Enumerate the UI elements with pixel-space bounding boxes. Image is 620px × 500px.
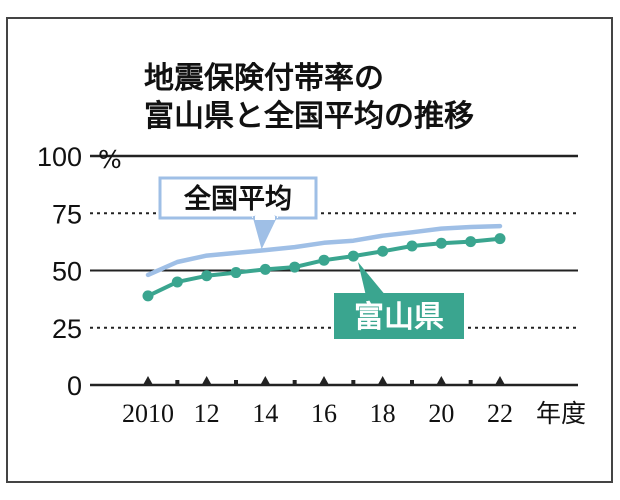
x-tick-mark [143, 376, 153, 385]
data-point [435, 237, 447, 249]
data-point [465, 236, 477, 248]
data-point [406, 240, 418, 252]
y-tick-label: 25 [52, 314, 82, 344]
x-tick-dot [175, 380, 180, 384]
x-tick-dot [234, 380, 238, 384]
y-tick-label: 50 [52, 257, 82, 287]
x-tick-label: 18 [370, 399, 396, 428]
data-point [142, 290, 154, 302]
data-point [230, 267, 242, 279]
y-tick-label: 0 [67, 371, 82, 401]
x-tick-label: 2010 [122, 399, 174, 428]
x-axis: 2010 12 14 16 18 20 22 [122, 376, 513, 428]
x-tick-mark [495, 376, 505, 385]
x-tick-mark [319, 376, 329, 385]
x-tick-dot [292, 380, 297, 384]
legend-national-text: 全国平均 [183, 183, 292, 215]
x-axis-unit: 年度 [536, 399, 586, 428]
data-point [494, 233, 506, 245]
legend-toyama-box [334, 293, 464, 339]
x-tick-dot [351, 380, 356, 384]
chart-title-line-2: 富山県と全国平均の推移 [144, 99, 474, 134]
x-tick-label: 16 [311, 399, 337, 428]
chart-title-line-1: 地震保険付帯率の [144, 61, 384, 96]
x-tick-mark [260, 376, 271, 385]
data-point [171, 276, 183, 288]
x-tick-dot [468, 380, 473, 384]
data-point [347, 250, 359, 262]
legend-toyama-pointer [358, 262, 386, 296]
y-axis-unit: % [98, 145, 122, 174]
legend-toyama-text: 富山県 [354, 300, 444, 335]
data-point [318, 254, 330, 266]
x-tick-mark [377, 376, 388, 385]
x-tick-label: 14 [252, 399, 278, 428]
y-axis-tick-labels: 0 25 50 75 100 [37, 142, 82, 401]
data-point [201, 270, 213, 282]
x-tick-label: 22 [487, 399, 513, 428]
x-tick-dot [410, 380, 414, 384]
data-point [289, 261, 301, 273]
series-line-national [145, 223, 503, 278]
legend-national-box [158, 176, 318, 220]
data-point [377, 245, 389, 257]
chart-border [6, 17, 613, 483]
data-point [259, 263, 271, 275]
legend-label-national: 全国平均 [158, 176, 318, 250]
legend-national-pointer [254, 214, 276, 245]
y-tick-label: 100 [37, 142, 82, 172]
y-tick-label: 75 [52, 199, 82, 229]
series-layer [142, 223, 506, 302]
x-tick-label: 20 [428, 399, 454, 428]
legend-label-toyama: 富山県 [334, 262, 464, 339]
x-tick-mark [436, 376, 447, 385]
x-tick-mark [201, 376, 212, 385]
x-tick-label: 12 [194, 399, 220, 428]
